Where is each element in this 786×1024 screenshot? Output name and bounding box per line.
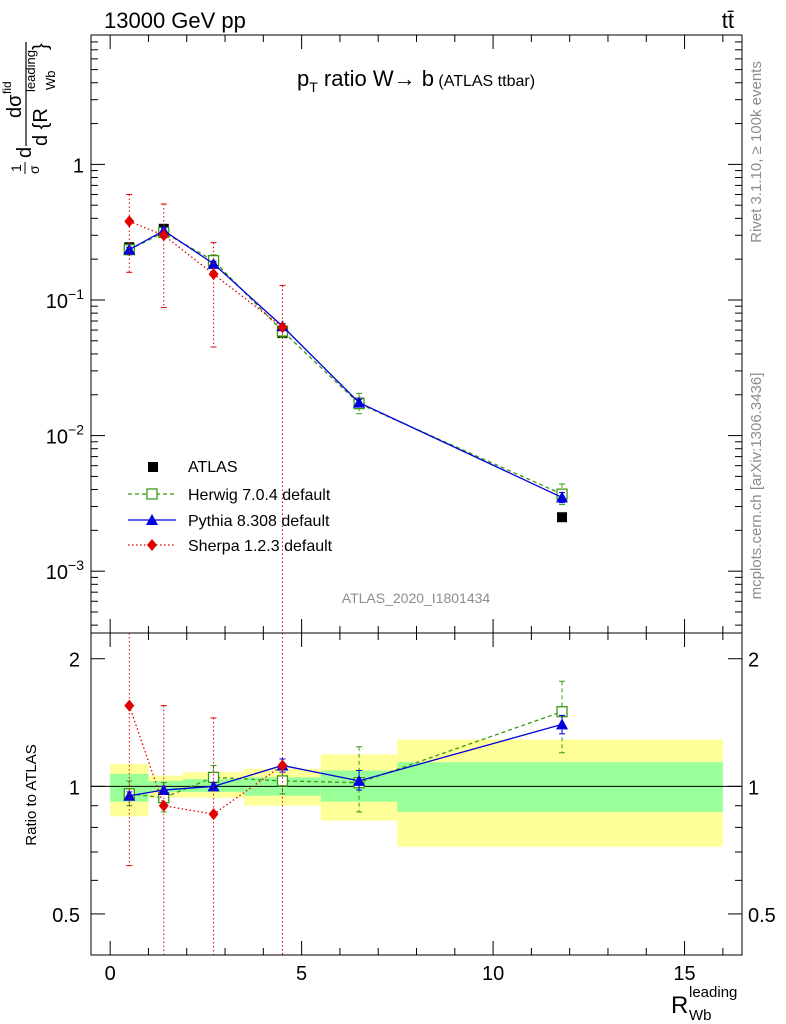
- main-point-sherpa: [208, 268, 219, 281]
- legend-entry-pythia: Pythia 8.308 default: [128, 513, 330, 530]
- x-axis-label-sup: leading: [689, 984, 737, 1001]
- legend: ATLAS Herwig 7.0.4 default Pythia 8.308 …: [128, 459, 333, 555]
- ratio-bands: [110, 739, 723, 847]
- header-left: 13000 GeV pp: [104, 8, 246, 33]
- main-y-tick-label: 10−1: [46, 286, 84, 313]
- main-point-atlas: [557, 512, 568, 523]
- main-y-tick-label: 10−3: [46, 557, 84, 584]
- ratio-point-pythia: [207, 780, 220, 792]
- ylabel-dsigma: dσ: [4, 94, 26, 118]
- main-point-sherpa: [158, 229, 169, 242]
- main-y-axis-label: 1 σ d dσ fid d {R Wb leading }: [0, 42, 58, 174]
- ratio-y-tick-label-right: 0.5: [748, 905, 776, 927]
- legend-label-herwig: Herwig 7.0.4 default: [188, 487, 331, 504]
- ratio-point-pythia: [123, 789, 136, 801]
- ylabel-sub: Wb: [43, 71, 58, 91]
- main-y-tick-label: 1: [73, 155, 84, 177]
- analysis-watermark: ATLAS_2020_I1801434: [342, 590, 491, 606]
- main-title: pT ratio W→ b (ATLAS ttbar): [297, 66, 535, 95]
- ratio-point-pythia: [353, 774, 366, 786]
- ratio-point-pythia: [157, 784, 170, 796]
- ylabel-sigma: σ: [26, 165, 42, 174]
- main-series: [123, 193, 569, 633]
- legend-entry-atlas: ATLAS: [148, 459, 238, 476]
- ratio-y-tick-label: 2: [69, 650, 80, 672]
- ratio-axis-ticks: 0.5 0.5 1 1 2 2 0 5 10 15: [52, 633, 776, 985]
- main-line-pythia: [128, 229, 563, 498]
- ylabel-d: d: [14, 147, 36, 158]
- main-point-sherpa: [124, 215, 135, 228]
- ylabel-den: d {R: [30, 108, 52, 146]
- legend-marker-sherpa: [147, 539, 157, 551]
- ratio-band-inner: [397, 762, 723, 812]
- main-point-pythia: [556, 491, 569, 503]
- header-right: tt̄: [722, 8, 734, 33]
- legend-marker-herwig: [146, 488, 158, 500]
- legend-entry-herwig: Herwig 7.0.4 default: [128, 487, 331, 504]
- x-tick-label: 0: [105, 963, 116, 985]
- ratio-line-pythia: [129, 723, 563, 797]
- main-y-tick-label: 10−2: [46, 422, 84, 449]
- main-panel: 10−3 10−2 10−1 1 pT ratio W→ b (ATLAS ttbar…: [0, 34, 743, 634]
- ratio-point-sherpa: [208, 808, 219, 821]
- x-tick-label: 15: [673, 963, 695, 985]
- ylabel-close: }: [30, 43, 52, 50]
- x-axis-label-sub: Wb: [689, 1007, 712, 1024]
- ratio-y-axis-label: Ratio to ATLAS: [23, 744, 40, 845]
- ratio-point-sherpa: [277, 759, 288, 772]
- ratio-series: [123, 633, 569, 955]
- ratio-y-tick-label: 1: [69, 777, 80, 799]
- legend-entry-sherpa: Sherpa 1.2.3 default: [128, 538, 333, 555]
- ylabel-fid: fid: [0, 81, 14, 94]
- main-line-herwig: [129, 231, 563, 495]
- x-tick-label: 5: [296, 963, 307, 985]
- legend-marker-pythia: [146, 514, 158, 525]
- ratio-point-sherpa: [158, 799, 169, 812]
- legend-marker-atlas: [148, 462, 158, 472]
- x-axis-label: R: [671, 992, 688, 1019]
- ratio-panel: 0.5 0.5 1 1 2 2 0 5 10 15 Ratio to ATLAS R Wb lea…: [23, 632, 776, 1024]
- rivet-label: Rivet 3.1.10, ≥ 100k events: [748, 61, 765, 243]
- mcplots-label: mcplots.cern.ch [arXiv:1306.3436]: [748, 373, 765, 600]
- main-point-pythia: [353, 396, 366, 408]
- ratio-y-tick-label-right: 2: [748, 650, 759, 672]
- ratio-point-pythia: [556, 718, 569, 730]
- legend-label-pythia: Pythia 8.308 default: [188, 513, 330, 530]
- legend-label-sherpa: Sherpa 1.2.3 default: [188, 538, 333, 555]
- main-line-sherpa: [129, 220, 283, 328]
- ratio-point-sherpa: [124, 699, 135, 712]
- main-point-pythia: [123, 243, 136, 255]
- x-tick-label: 10: [482, 963, 504, 985]
- ratio-y-tick-label: 0.5: [52, 905, 80, 927]
- main-axis-ticks: 10−3 10−2 10−1 1: [46, 34, 742, 633]
- main-point-sherpa: [277, 321, 288, 334]
- ratio-y-tick-label-right: 1: [748, 777, 759, 799]
- ratio-line-sherpa: [128, 705, 283, 815]
- ylabel-one: 1: [8, 164, 24, 172]
- legend-label-atlas: ATLAS: [188, 459, 238, 476]
- ylabel-sup: leading: [23, 50, 38, 92]
